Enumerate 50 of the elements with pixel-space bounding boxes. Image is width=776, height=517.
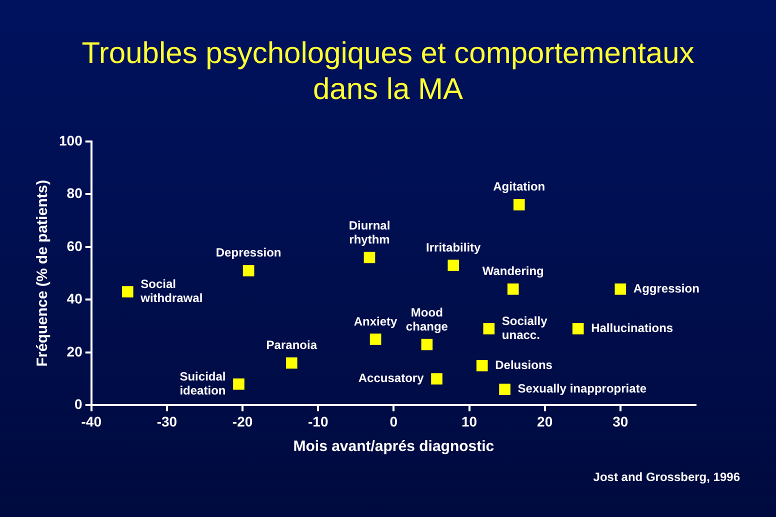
point: [242, 265, 254, 276]
point: [431, 373, 442, 384]
annotation: Agitation: [493, 180, 546, 194]
y-tick-label: 40: [66, 290, 83, 307]
y-tick-label: 20: [66, 343, 83, 360]
y-axis-title: Fréquence (% de patients): [34, 180, 52, 367]
annotation: Delusions: [495, 358, 553, 372]
text: Jost and Grossberg, 1996: [593, 470, 740, 484]
x-axis-title: Mois avant/aprés diagnostic: [293, 438, 494, 456]
point: [507, 283, 519, 295]
annotation: Aggression: [633, 281, 700, 296]
point: [122, 286, 134, 298]
point: [448, 260, 460, 272]
annotation: Socially unacc.: [502, 314, 548, 342]
y-tick-label: 60: [66, 238, 83, 254]
point: [364, 252, 376, 264]
point: [286, 357, 298, 369]
annotation: Sexually inappropriate: [518, 382, 647, 396]
annotation: Anxiety: [354, 314, 398, 328]
chart-title: Troubles psychologiques et comportementaux dans la MA: [80, 36, 696, 108]
annotation: Paranoia: [266, 338, 318, 352]
point: [370, 334, 382, 345]
x-tick-label: -40: [81, 413, 102, 430]
x-tick-label: -20: [232, 413, 253, 430]
x-tick-label: 10: [461, 413, 478, 430]
point: [614, 283, 626, 295]
point: [513, 199, 525, 210]
point: [421, 338, 433, 350]
annotation: Accusatory: [358, 371, 424, 386]
y-tick-label: 0: [74, 396, 83, 412]
annotation: Irritability: [426, 240, 482, 254]
x-tick-label: 0: [390, 413, 398, 430]
x-tick-label: -10: [308, 413, 328, 430]
point: [499, 384, 510, 396]
annotation: Mood change: [406, 306, 448, 334]
annotation: Social withdrawal: [140, 277, 203, 306]
x-tick-label: 20: [537, 413, 553, 430]
y-tick-label: 80: [66, 185, 83, 202]
x-tick-label: 30: [612, 413, 628, 430]
point: [483, 323, 495, 334]
y-tick-label: 100: [59, 132, 83, 148]
point: [233, 378, 244, 390]
annotation: Diurnal rhythm: [348, 218, 390, 246]
annotation: Wandering: [482, 264, 544, 278]
point: [476, 360, 488, 372]
annotation: Depression: [216, 246, 282, 260]
x-tick-label: -30: [156, 413, 178, 430]
annotation: Hallucinations: [591, 321, 674, 336]
annotation: Suicidal ideation: [180, 369, 226, 398]
point: [572, 323, 584, 334]
